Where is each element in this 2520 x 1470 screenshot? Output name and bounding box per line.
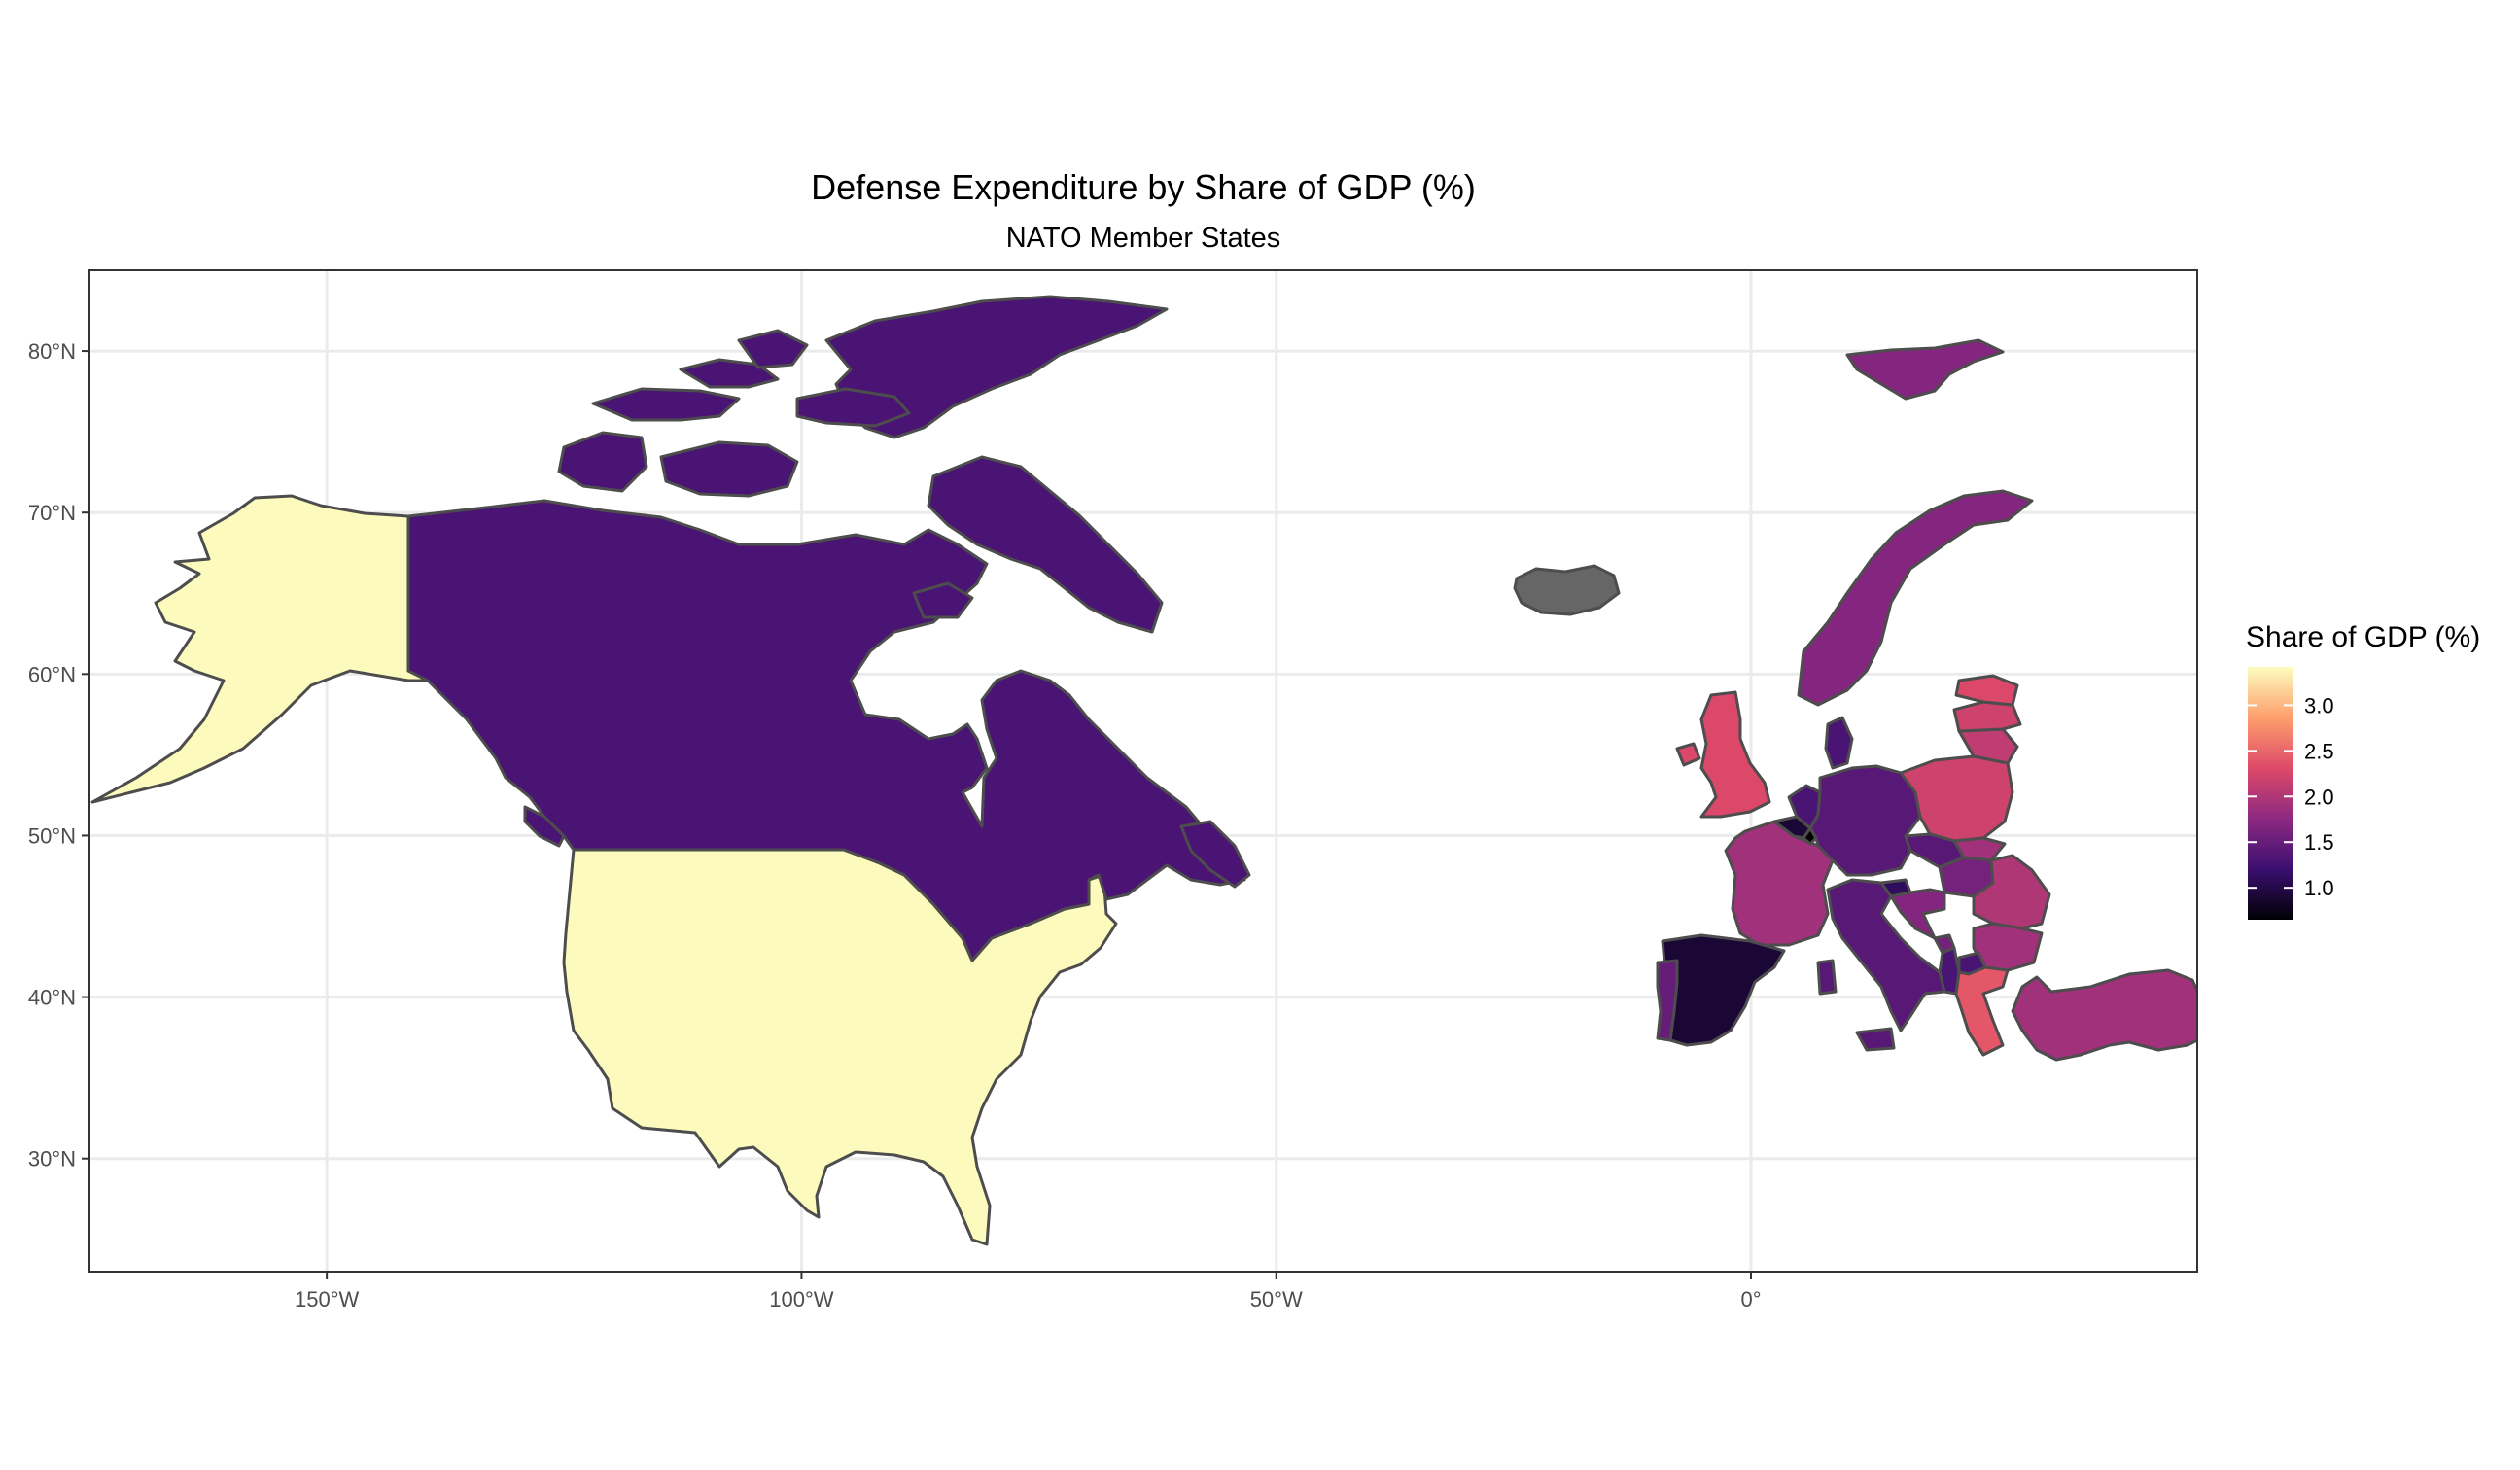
region-norway-svalbard[interactable] — [1845, 338, 2005, 401]
legend-tick-label: 1.0 — [2304, 876, 2334, 900]
legend: Share of GDP (%) 3.0 2.5 2.0 1.5 1.0 — [2246, 621, 2480, 920]
region-estonia[interactable] — [1954, 674, 2019, 707]
region-norway[interactable] — [1797, 489, 2034, 707]
x-tick-label: 50°W — [1250, 1287, 1303, 1312]
x-axis: 150°W 100°W 50°W 0° — [295, 1272, 1762, 1312]
region-portugal[interactable] — [1656, 959, 1679, 1042]
region-italy-sicily — [1855, 1027, 1896, 1052]
legend-tick-label: 3.0 — [2304, 693, 2334, 718]
region-greece[interactable] — [1954, 965, 2010, 1057]
chart-title: Defense Expenditure by Share of GDP (%) — [811, 167, 1476, 207]
chart-subtitle: NATO Member States — [1006, 223, 1281, 254]
legend-tick-label: 1.5 — [2304, 830, 2334, 855]
region-canada-newfoundland — [1179, 820, 1251, 889]
panel-border — [88, 269, 2198, 1273]
legend-tick-label: 2.0 — [2304, 785, 2334, 809]
region-poland[interactable] — [1899, 754, 2014, 843]
legend-ticks: 3.0 2.5 2.0 1.5 1.0 — [2248, 693, 2334, 900]
legend-title: Share of GDP (%) — [2246, 621, 2480, 653]
legend-colorbar — [2248, 667, 2292, 920]
region-canada-queen-elizabeth — [679, 358, 780, 389]
region-turkey[interactable] — [2011, 968, 2207, 1062]
y-tick-label: 80°N — [28, 339, 76, 364]
region-canada-devon — [795, 387, 911, 428]
region-germany[interactable] — [1808, 764, 1922, 877]
legend-tick-label: 2.5 — [2304, 739, 2334, 763]
region-canada-mainland — [406, 499, 1246, 962]
region-italy-mainland — [1826, 878, 1946, 1032]
region-slovakia[interactable] — [1952, 836, 2007, 862]
region-united-kingdom[interactable] — [1675, 690, 1771, 819]
region-canada-axel-heiberg — [737, 329, 809, 369]
region-canada-vancouver-island — [523, 805, 566, 848]
region-iceland[interactable] — [1513, 564, 1621, 616]
region-canada-baffin — [927, 455, 1164, 634]
region-latvia[interactable] — [1952, 700, 2022, 733]
x-tick-label: 0° — [1740, 1287, 1761, 1312]
y-tick-label: 30°N — [28, 1147, 76, 1172]
region-canada[interactable] — [406, 295, 1251, 962]
y-tick-label: 50°N — [28, 823, 76, 848]
region-canada-southampton — [912, 581, 974, 619]
region-united-kingdom-ni — [1675, 742, 1701, 767]
y-axis: 80°N 70°N 60°N 50°N 40°N 30°N — [28, 339, 89, 1172]
x-tick-label: 150°W — [295, 1287, 360, 1312]
y-tick-label: 60°N — [28, 662, 76, 686]
x-tick-label: 100°W — [769, 1287, 834, 1312]
countries-layer — [90, 295, 2207, 1246]
region-canada-banks — [557, 431, 648, 493]
region-canada-parry — [591, 387, 741, 422]
region-united-kingdom-gb — [1699, 690, 1771, 819]
region-canada-victoria — [659, 440, 799, 498]
region-italy-sardinia — [1816, 959, 1838, 996]
y-tick-label: 70°N — [28, 501, 76, 525]
region-italy[interactable] — [1816, 878, 1946, 1052]
region-denmark[interactable] — [1824, 716, 1854, 770]
region-croatia[interactable] — [1889, 888, 1946, 940]
y-tick-label: 40°N — [28, 986, 76, 1010]
